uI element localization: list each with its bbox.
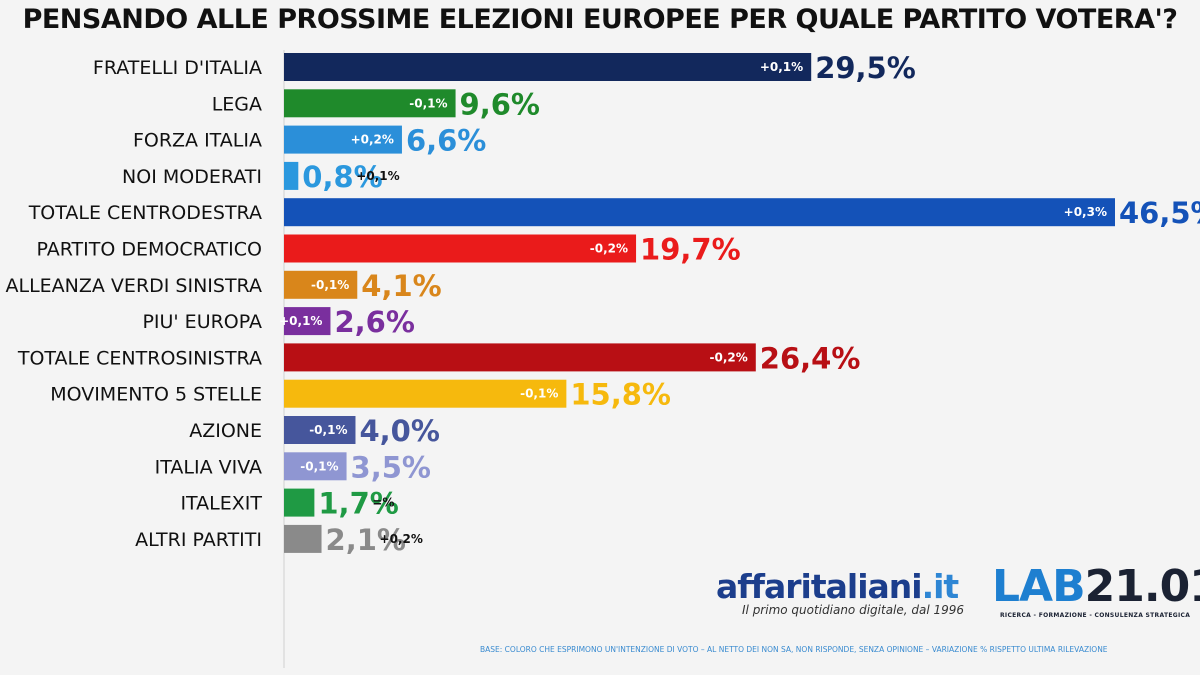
category-label: PARTITO DEMOCRATICO (36, 239, 262, 261)
category-label: ITALIA VIVA (155, 456, 262, 478)
bar (284, 379, 567, 408)
category-label: TOTALE CENTROSINISTRA (17, 347, 262, 369)
delta-label: -0,1% (520, 387, 558, 401)
lab2101-logo: LAB21.01 (992, 561, 1200, 612)
delta-label: +0,3% (1064, 205, 1107, 219)
value-label: 4,0% (359, 414, 439, 448)
affaritaliani-logo: affaritaliani.it (716, 567, 960, 606)
delta-label: -0,1% (309, 423, 347, 437)
value-label: 6,6% (406, 124, 486, 158)
bar (284, 416, 356, 444)
value-label: 4,1% (361, 269, 441, 303)
bar (284, 488, 315, 517)
delta-label: -0,1% (409, 96, 447, 110)
category-label: PIU' EUROPA (142, 311, 262, 333)
delta-label: +0,1% (760, 60, 803, 74)
value-label: 2,1% (326, 523, 406, 557)
footnote: BASE: COLORO CHE ESPRIMONO UN'INTENZIONE… (480, 645, 1108, 654)
bar (284, 161, 299, 190)
category-label: MOVIMENTO 5 STELLE (50, 384, 262, 406)
lab2101-logo-prefix: LAB (992, 561, 1086, 612)
bar (284, 524, 322, 553)
bar (284, 270, 358, 299)
category-label: LEGA (212, 93, 262, 115)
category-label: ALLEANZA VERDI SINISTRA (6, 275, 263, 297)
value-label: 15,8% (570, 378, 671, 412)
delta-label: -0,2% (590, 242, 628, 256)
bar (284, 234, 637, 263)
delta-label: -0,1% (311, 278, 349, 292)
category-label: TOTALE CENTRODESTRA (28, 202, 262, 224)
value-label: 29,5% (815, 51, 916, 85)
value-label: 1,7% (318, 487, 398, 521)
bar (284, 198, 1115, 227)
value-label: 19,7% (640, 233, 741, 267)
bar (284, 125, 402, 154)
bar (284, 343, 756, 372)
lab2101-logo-number: 21.01 (1084, 561, 1200, 612)
bar (284, 452, 347, 481)
delta-label: =% (372, 496, 394, 510)
value-label: 0,8% (302, 160, 382, 194)
lab2101-subtitle: RICERCA - FORMAZIONE - CONSULENZA STRATE… (1000, 612, 1191, 619)
value-label: 46,5% (1119, 196, 1200, 230)
affaritaliani-tagline: Il primo quotidiano digitale, dal 1996 (742, 603, 965, 617)
bar (284, 89, 456, 118)
value-label: 9,6% (460, 87, 540, 121)
category-label: NOI MODERATI (122, 166, 262, 188)
category-label: ALTRI PARTITI (135, 529, 262, 551)
value-label: 2,6% (334, 305, 414, 339)
value-label: 3,5% (351, 450, 431, 484)
category-label: FRATELLI D'ITALIA (93, 57, 262, 79)
chart-title: PENSANDO ALLE PROSSIME ELEZIONI EUROPEE … (22, 4, 1178, 35)
value-label: 26,4% (760, 341, 861, 375)
category-label: AZIONE (189, 420, 262, 442)
category-label: ITALEXIT (180, 493, 262, 515)
affaritaliani-logo-suffix: .it (921, 567, 960, 606)
category-label: FORZA ITALIA (133, 130, 262, 152)
delta-label: +0,1% (356, 169, 399, 183)
delta-label: -0,1% (300, 459, 338, 473)
delta-label: +0,2% (380, 532, 423, 546)
delta-label: -0,2% (710, 350, 748, 364)
delta-label: +0,1% (279, 314, 322, 328)
delta-label: +0,2% (351, 133, 394, 147)
bar (284, 53, 812, 81)
affaritaliani-logo-name: affaritaliani (716, 567, 923, 606)
bar (284, 307, 331, 336)
